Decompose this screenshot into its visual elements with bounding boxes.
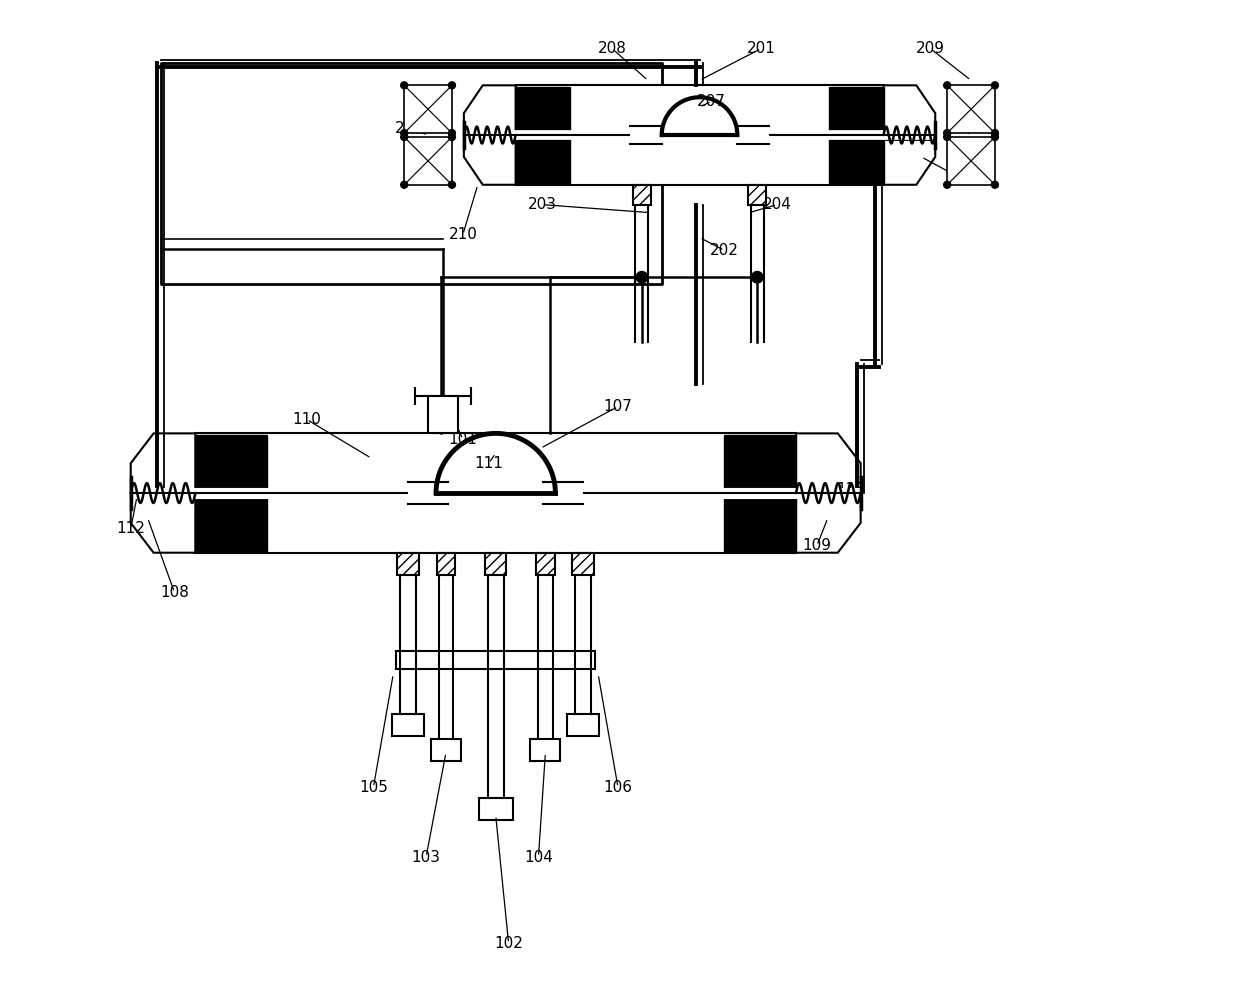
Text: 210: 210 [449, 227, 477, 242]
Polygon shape [130, 433, 196, 553]
Polygon shape [884, 85, 935, 185]
Circle shape [636, 271, 647, 283]
Bar [397, 553, 419, 575]
Bar [567, 714, 599, 736]
Bar [479, 799, 512, 820]
Text: 112: 112 [117, 522, 145, 537]
Circle shape [992, 82, 998, 89]
Circle shape [992, 133, 998, 140]
Circle shape [449, 181, 455, 188]
Bar [536, 553, 554, 575]
Text: 111: 111 [474, 455, 503, 470]
Bar [947, 85, 994, 133]
Bar [436, 553, 455, 575]
Bar [404, 85, 451, 133]
Text: 201: 201 [746, 41, 776, 56]
Text: 211: 211 [946, 170, 975, 185]
Text: 206: 206 [946, 120, 975, 135]
Circle shape [944, 181, 951, 188]
Text: 105: 105 [358, 780, 388, 795]
Circle shape [992, 129, 998, 136]
Circle shape [401, 133, 408, 140]
Bar [632, 185, 651, 204]
Bar [738, 126, 769, 144]
Bar [543, 482, 583, 504]
Circle shape [992, 181, 998, 188]
Text: 205: 205 [394, 120, 424, 135]
Polygon shape [796, 433, 861, 553]
Bar [630, 126, 662, 144]
Text: 102: 102 [495, 936, 523, 951]
Circle shape [401, 129, 408, 136]
Bar [160, 63, 662, 284]
Bar [485, 553, 506, 575]
Circle shape [944, 82, 951, 89]
Bar [724, 435, 796, 551]
Text: 107: 107 [604, 399, 632, 414]
Bar [516, 87, 570, 183]
Circle shape [449, 82, 455, 89]
Text: 101: 101 [449, 431, 477, 446]
Bar [748, 185, 766, 204]
Bar [196, 433, 796, 553]
Bar [196, 435, 267, 551]
Text: 208: 208 [598, 41, 626, 56]
Bar [428, 395, 458, 433]
Circle shape [449, 133, 455, 140]
Circle shape [449, 129, 455, 136]
Text: 109: 109 [802, 539, 831, 554]
Bar [404, 137, 451, 185]
Circle shape [401, 181, 408, 188]
Text: 204: 204 [763, 197, 791, 212]
Text: 207: 207 [697, 94, 725, 109]
Bar [408, 482, 448, 504]
Circle shape [944, 129, 951, 136]
Text: 209: 209 [916, 41, 945, 56]
Bar [947, 137, 994, 185]
Text: 110: 110 [293, 412, 321, 427]
Text: 108: 108 [160, 585, 188, 600]
Circle shape [401, 82, 408, 89]
Bar [516, 85, 884, 185]
Polygon shape [464, 85, 516, 185]
Bar [392, 714, 424, 736]
Text: 106: 106 [604, 780, 632, 795]
Circle shape [944, 133, 951, 140]
Text: 103: 103 [412, 850, 440, 865]
Bar [573, 553, 594, 575]
Text: 202: 202 [711, 243, 739, 258]
Bar [828, 87, 884, 183]
Circle shape [751, 271, 763, 283]
Text: 203: 203 [528, 197, 557, 212]
Text: 104: 104 [525, 850, 553, 865]
Bar [531, 739, 560, 761]
Text: 113: 113 [836, 481, 866, 496]
Bar [432, 739, 461, 761]
